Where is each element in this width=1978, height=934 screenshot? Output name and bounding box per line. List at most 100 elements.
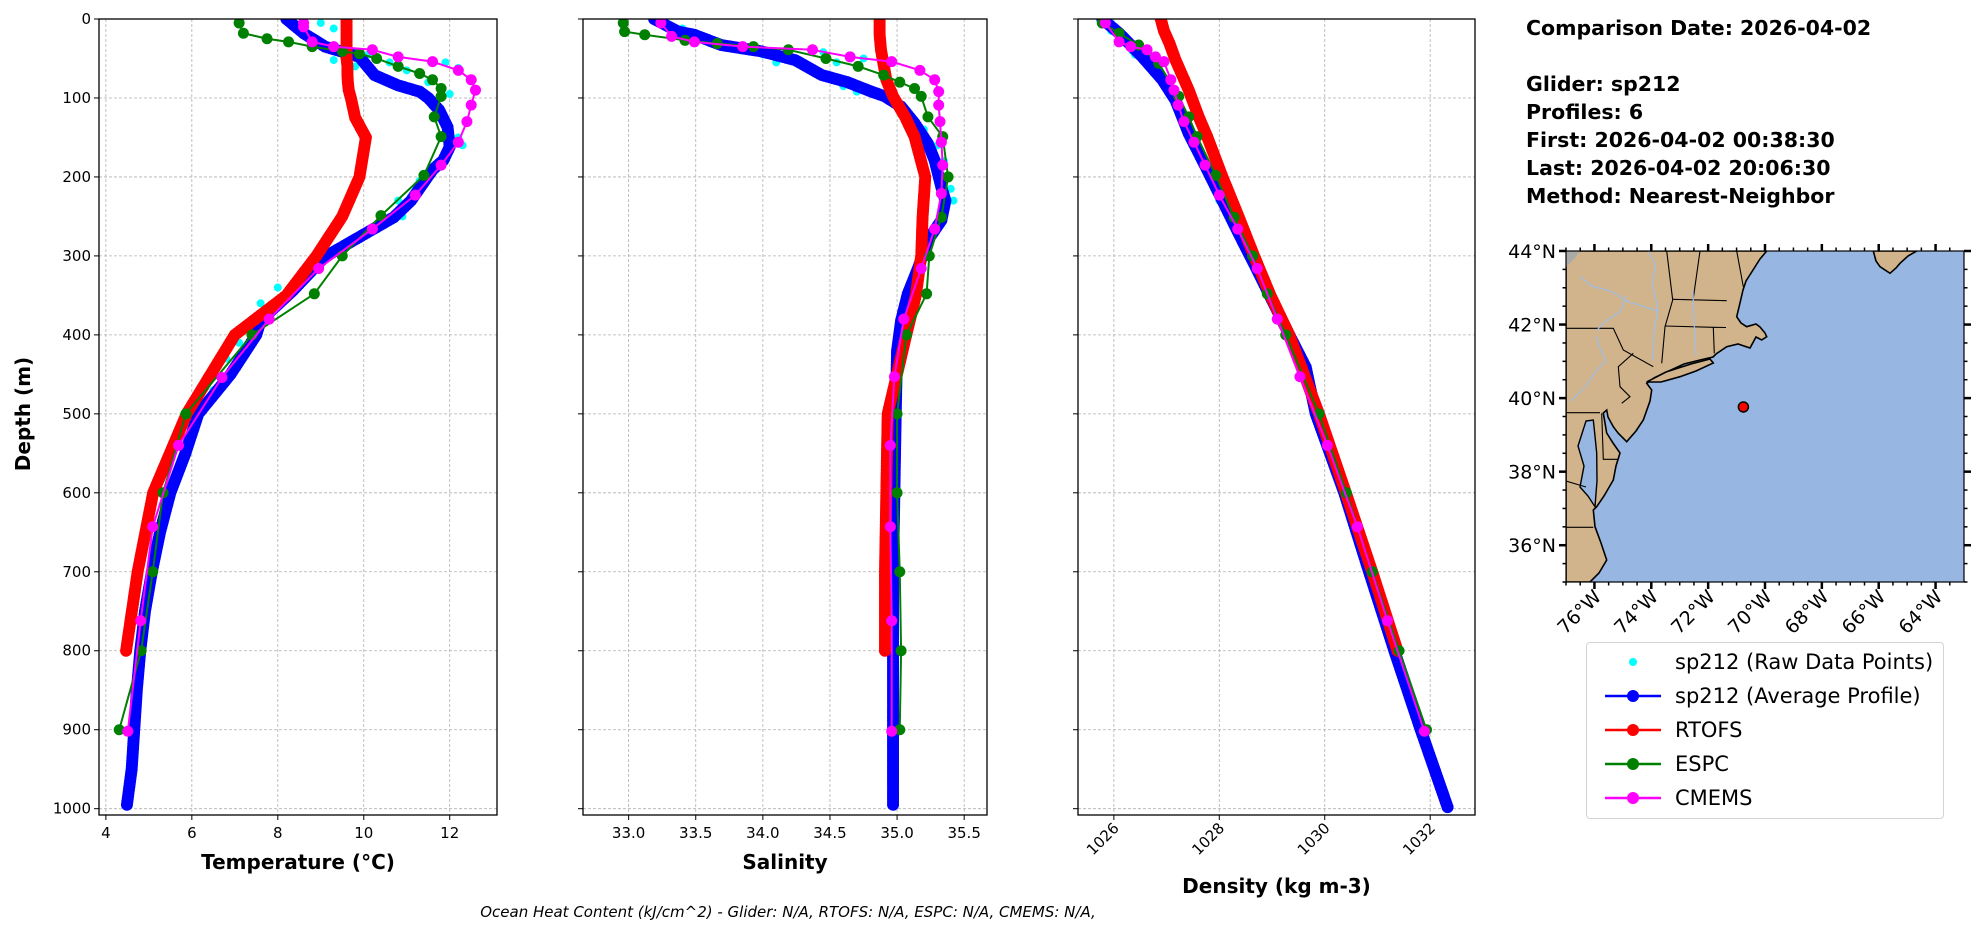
data-point-cmems: [666, 30, 678, 42]
data-point-espc: [1228, 211, 1240, 223]
legend-dot-icon: [1629, 658, 1637, 666]
data-point-cmems: [173, 439, 185, 451]
data-point-sp212-raw-data-points: [329, 24, 338, 33]
data-point-cmems: [392, 51, 404, 63]
comparison-date: Comparison Date: 2026-04-02: [1526, 16, 1872, 40]
data-point-cmems: [1381, 615, 1393, 627]
data-point-cmems: [1213, 189, 1225, 201]
data-point-espc: [820, 52, 832, 64]
lat-tick-label: 38°N: [1508, 462, 1556, 484]
depth-axis-label: Depth (m): [11, 357, 35, 471]
rivers: [1570, 251, 1697, 402]
data-point-cmems: [929, 74, 941, 86]
series-line-espc: [1101, 22, 1428, 731]
y-tick-label: 600: [62, 484, 91, 502]
land-nova-scotia: [1872, 251, 1919, 275]
data-point-sp212-raw-data-points: [949, 196, 958, 205]
data-point-cmems: [122, 725, 134, 737]
series-line-espc: [118, 22, 443, 730]
data-point-cmems: [1271, 313, 1283, 325]
axes-frame: [582, 18, 988, 816]
info-panel: Comparison Date: 2026-04-02 Glider: sp21…: [1526, 14, 1871, 210]
data-point-cmems: [807, 44, 819, 56]
data-point-sp212-raw-data-points: [445, 90, 454, 99]
x-tick-label: 10: [354, 824, 373, 842]
legend-line-marker-icon: [1605, 724, 1661, 736]
data-point-espc: [909, 82, 921, 94]
data-point-espc: [900, 329, 912, 341]
x-tick-label: 1026: [1083, 819, 1123, 859]
data-point-espc: [878, 69, 890, 81]
data-point-cmems: [934, 116, 946, 128]
data-point-cmems: [1141, 44, 1153, 56]
data-point-espc: [113, 724, 125, 736]
legend-item-raw: sp212 (Raw Data Points): [1587, 645, 1933, 679]
data-point-espc: [617, 19, 629, 29]
data-point-cmems: [328, 41, 340, 53]
glider-location-marker: [1737, 401, 1750, 413]
lon-tick-label: 74°W: [1610, 586, 1663, 639]
location-map: 44°N 42°N 40°N 38°N 36°N 76°W 74°W 72°W 70°W 68°W…: [1508, 241, 1971, 639]
data-point-espc: [371, 52, 383, 64]
x-tick-label: 1032: [1399, 819, 1439, 859]
data-point-cmems: [1165, 74, 1177, 86]
data-point-espc: [414, 67, 426, 79]
legend-item-espc: ESPC: [1587, 747, 1729, 781]
data-point-espc: [935, 211, 947, 223]
y-tick-label: 300: [62, 247, 91, 265]
data-point-cmems: [435, 159, 447, 171]
data-point-espc: [261, 33, 273, 45]
series-line-sp212-average-profile: [125, 19, 452, 805]
y-tick-label: 200: [62, 168, 91, 186]
data-point-espc: [147, 566, 159, 578]
first-time: First: 2026-04-02 00:38:30: [1526, 128, 1835, 152]
data-point-cmems: [427, 56, 439, 68]
data-point-cmems: [935, 188, 947, 200]
data-point-espc: [942, 171, 954, 183]
data-point-cmems: [452, 64, 464, 76]
data-point-cmems: [935, 136, 947, 148]
data-point-cmems: [1294, 371, 1306, 383]
data-point-cmems: [886, 615, 898, 627]
data-point-cmems: [655, 19, 667, 29]
legend-label: RTOFS: [1675, 718, 1743, 742]
data-point-cmems: [1321, 439, 1333, 451]
y-tick-label: 700: [62, 563, 91, 581]
lon-tick-label: 72°W: [1667, 586, 1720, 639]
data-point-espc: [891, 487, 903, 499]
lat-tick-label: 36°N: [1508, 535, 1556, 557]
data-point-cmems: [884, 439, 896, 451]
lat-tick-label: 44°N: [1508, 241, 1556, 263]
y-tick-label: 100: [62, 89, 91, 107]
x-tick-label: 1030: [1294, 819, 1334, 859]
data-point-espc: [418, 169, 430, 181]
data-point-cmems: [1199, 159, 1211, 171]
lon-tick-label: 68°W: [1781, 586, 1834, 639]
data-point-cmems: [1168, 84, 1180, 96]
data-point-rtofs: [120, 644, 133, 657]
x-tick-label: 35.5: [947, 824, 980, 842]
x-tick-label: 33.5: [679, 824, 712, 842]
x-axis-label: Temperature (°C): [201, 850, 395, 874]
panel-1: 33.0 33.5 34.0 34.5 35.0 35.5 Salinity: [578, 18, 988, 874]
data-point-espc: [427, 74, 439, 86]
state-borders: [1566, 251, 1744, 528]
series-group: [1096, 19, 1454, 814]
x-tick-label: 35.0: [880, 824, 913, 842]
data-point-espc: [639, 29, 651, 41]
data-point-cmems: [1251, 263, 1263, 275]
data-point-cmems: [933, 86, 945, 98]
data-point-cmems: [1418, 725, 1430, 737]
series-line-cmems: [126, 22, 477, 732]
data-point-cmems: [929, 223, 941, 235]
data-point-cmems: [470, 84, 482, 96]
method: Method: Nearest-Neighbor: [1526, 184, 1835, 208]
data-point-sp212-raw-data-points: [256, 299, 265, 308]
legend-item-cmems: CMEMS: [1587, 781, 1753, 815]
data-point-cmems: [688, 36, 700, 48]
data-point-sp212-raw-data-points: [329, 56, 338, 65]
data-point-cmems: [1099, 19, 1111, 29]
lon-tick-label: 76°W: [1553, 586, 1606, 639]
y-tick-label: 0: [81, 10, 91, 28]
data-point-cmems: [844, 51, 856, 63]
